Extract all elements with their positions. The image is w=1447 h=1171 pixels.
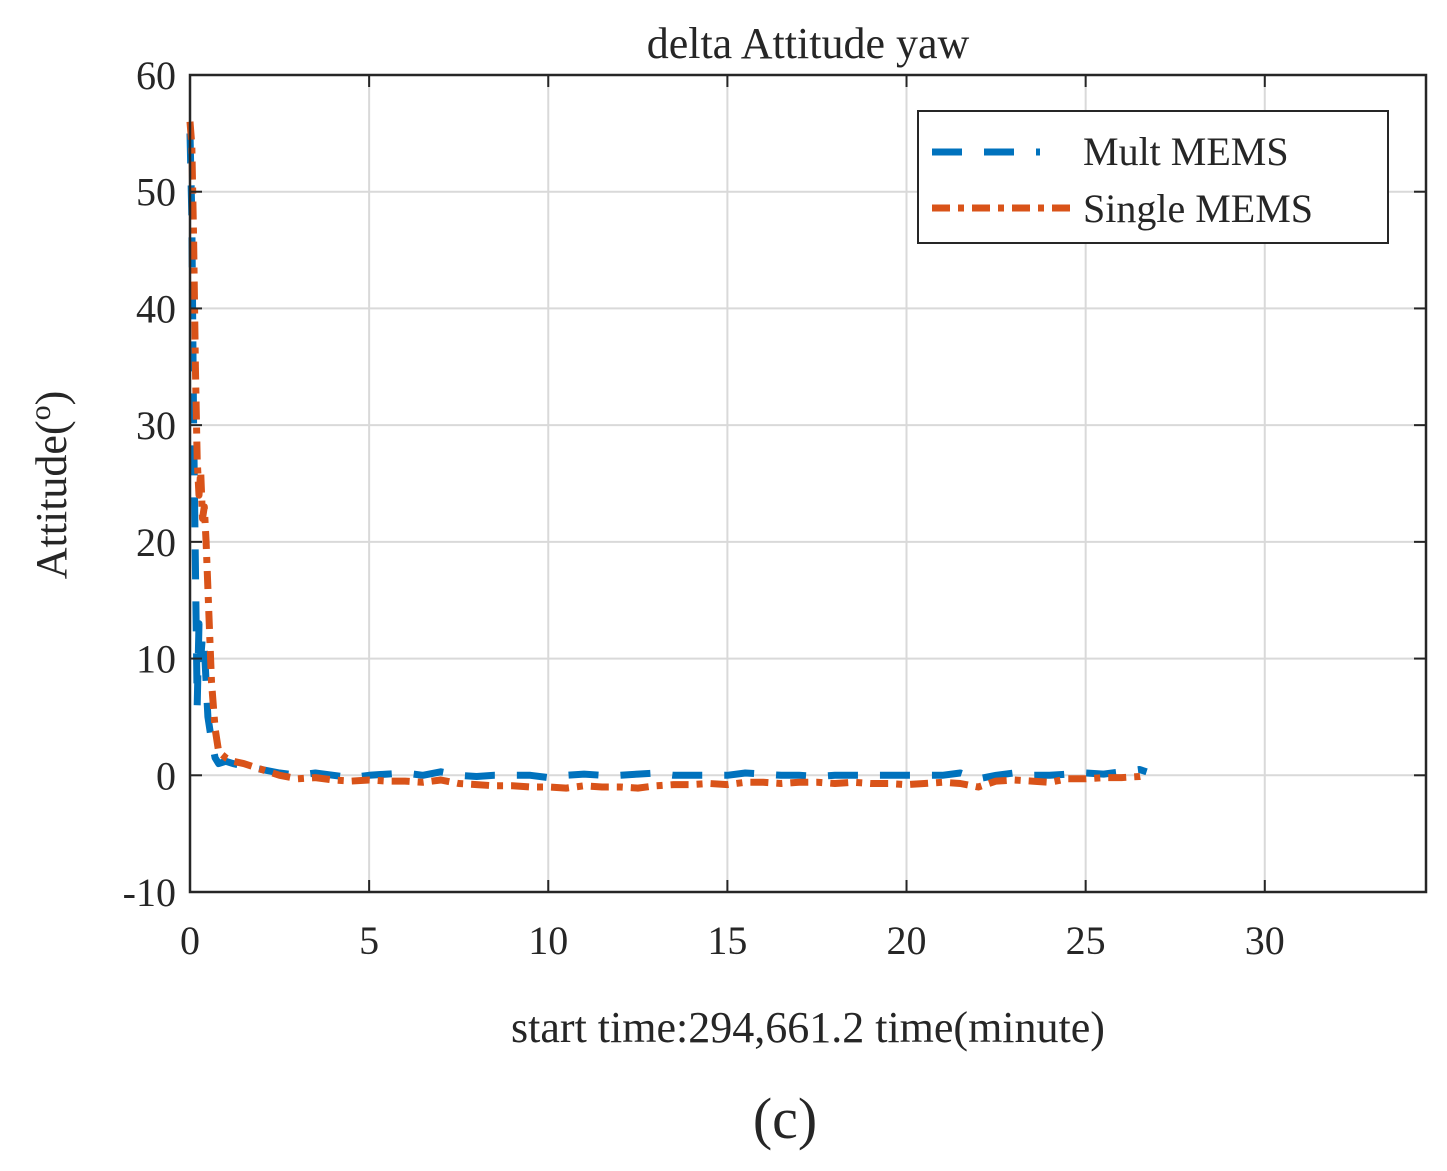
legend-label-single-mems: Single MEMS	[1083, 186, 1313, 231]
x-tick-label: 20	[887, 918, 927, 963]
y-tick-label: 30	[136, 403, 176, 448]
series-line-single-mems	[186, 121, 1148, 792]
x-tick-label: 30	[1245, 918, 1285, 963]
y-tick-label: 60	[136, 53, 176, 98]
chart-title: delta Attitude yaw	[647, 19, 970, 68]
x-tick-label: 5	[359, 918, 379, 963]
x-tick-label: 15	[707, 918, 747, 963]
y-axis-label-superscript: o	[24, 405, 57, 420]
grid	[190, 75, 1426, 892]
x-tick-label: 25	[1066, 918, 1106, 963]
y-axis-label-main: Attitude(	[27, 420, 76, 579]
x-axis-label: start time:294,661.2 time(minute)	[511, 1003, 1105, 1052]
ticks	[189, 74, 1426, 893]
y-axis-label-close: )	[27, 391, 76, 406]
y-tick-label: 10	[136, 637, 176, 682]
y-axis-label: Attitude(o)	[24, 391, 76, 580]
y-tick-label: -10	[123, 870, 176, 915]
panel-label: (c)	[753, 1086, 817, 1151]
legend-label-mult-mems: Mult MEMS	[1083, 129, 1289, 174]
x-tick-label: 10	[528, 918, 568, 963]
x-tick-label: 0	[180, 918, 200, 963]
series-group	[186, 121, 1148, 792]
legend: Mult MEMS Single MEMS	[917, 110, 1389, 244]
y-tick-label: 20	[136, 520, 176, 565]
axes-box	[188, 73, 1428, 894]
series-line-mult-mems	[186, 133, 1148, 783]
y-tick-label: 50	[136, 170, 176, 215]
legend-box	[917, 110, 1389, 244]
y-tick-label: 40	[136, 286, 176, 331]
y-tick-label: 0	[156, 753, 176, 798]
